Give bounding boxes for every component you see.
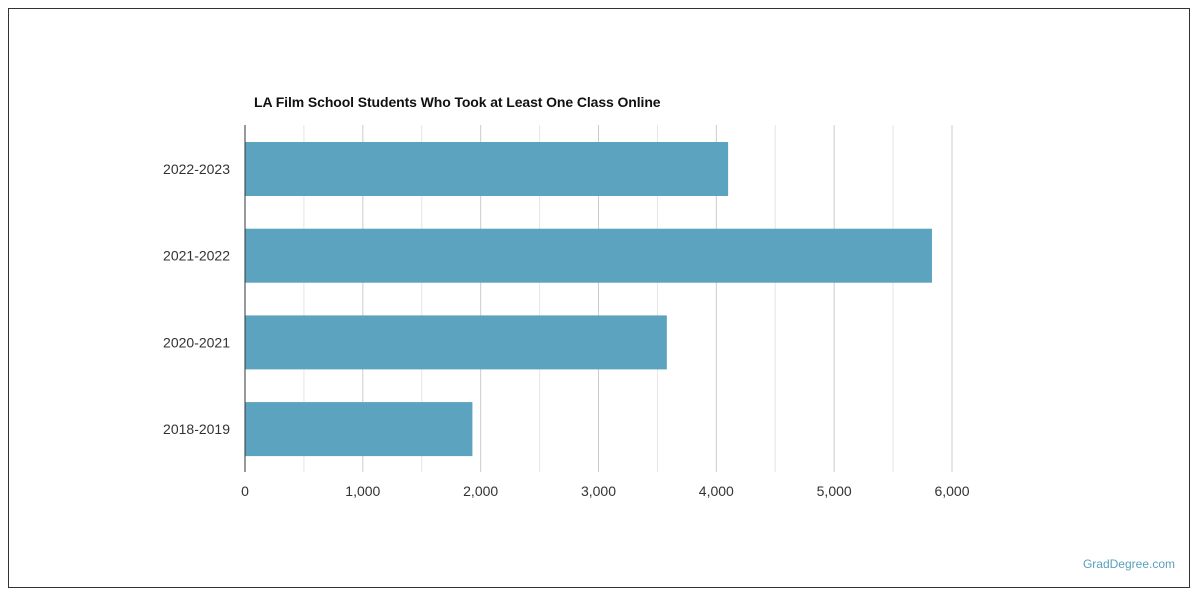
- x-tick-label: 2,000: [463, 483, 498, 499]
- bar-2020-2021: [245, 315, 667, 370]
- y-tick-label: 2018-2019: [163, 421, 230, 437]
- watermark-link[interactable]: GradDegree.com: [1082, 557, 1175, 571]
- x-tick-label: 6,000: [934, 483, 969, 499]
- y-tick-label: 2020-2021: [163, 334, 230, 350]
- bar-2018-2019: [245, 402, 473, 457]
- bar-2022-2023: [245, 142, 729, 196]
- x-tick-label: 1,000: [345, 483, 380, 499]
- x-tick-label: 5,000: [817, 483, 852, 499]
- y-tick-label: 2021-2022: [163, 248, 230, 264]
- x-tick-label: 4,000: [699, 483, 734, 499]
- bars: [245, 142, 932, 457]
- chart-title: LA Film School Students Who Took at Leas…: [254, 94, 661, 110]
- y-tick-label: 2022-2023: [163, 161, 230, 177]
- x-tick-label: 3,000: [581, 483, 616, 499]
- tick-labels: 2022-2023 2021-2022 2020-2021 2018-2019 0 1,0…: [163, 161, 970, 499]
- x-tick-label: 0: [241, 483, 249, 499]
- bar-2021-2022: [245, 228, 932, 283]
